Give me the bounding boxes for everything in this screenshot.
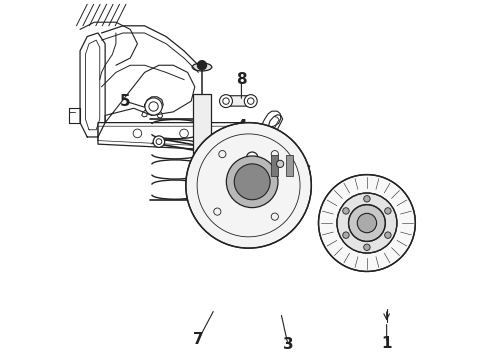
Text: 6: 6 <box>300 165 311 180</box>
Circle shape <box>385 232 391 238</box>
Bar <box>286 155 293 176</box>
Polygon shape <box>145 97 163 111</box>
Circle shape <box>186 123 311 248</box>
Circle shape <box>276 160 284 167</box>
Bar <box>193 94 211 173</box>
Circle shape <box>318 175 416 271</box>
Text: 1: 1 <box>381 336 392 351</box>
Text: 9: 9 <box>247 234 257 248</box>
Circle shape <box>197 60 207 70</box>
Circle shape <box>364 195 370 202</box>
Circle shape <box>246 152 258 163</box>
Circle shape <box>357 213 377 233</box>
Ellipse shape <box>192 63 212 71</box>
Text: 5: 5 <box>120 94 130 109</box>
Text: 8: 8 <box>236 72 247 87</box>
Polygon shape <box>269 148 295 181</box>
Text: 4: 4 <box>236 119 247 134</box>
Circle shape <box>348 204 385 242</box>
Bar <box>271 155 278 176</box>
Text: 2: 2 <box>381 210 392 225</box>
Text: 3: 3 <box>283 337 294 352</box>
Circle shape <box>220 95 232 108</box>
Polygon shape <box>221 96 255 106</box>
Circle shape <box>343 232 349 238</box>
Circle shape <box>153 136 165 147</box>
Circle shape <box>385 208 391 214</box>
Circle shape <box>234 164 270 200</box>
Text: 7: 7 <box>193 332 204 347</box>
Circle shape <box>343 208 349 214</box>
Circle shape <box>364 244 370 251</box>
Circle shape <box>145 98 162 115</box>
Circle shape <box>245 95 257 108</box>
Circle shape <box>226 156 278 208</box>
Circle shape <box>337 193 397 253</box>
